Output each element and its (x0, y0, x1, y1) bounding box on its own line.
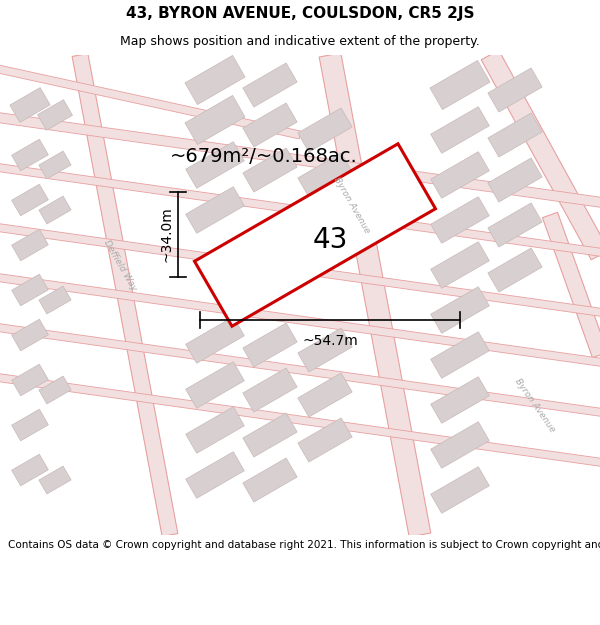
Polygon shape (39, 151, 71, 179)
Polygon shape (185, 187, 244, 233)
Polygon shape (488, 203, 542, 247)
Polygon shape (11, 409, 49, 441)
Polygon shape (298, 328, 352, 372)
Polygon shape (542, 213, 600, 358)
Polygon shape (185, 452, 244, 498)
Polygon shape (11, 229, 49, 261)
Text: Byron Avenue: Byron Avenue (332, 175, 372, 235)
Polygon shape (39, 376, 71, 404)
Polygon shape (0, 271, 600, 369)
Polygon shape (298, 373, 352, 417)
Polygon shape (39, 286, 71, 314)
Polygon shape (431, 197, 490, 243)
Polygon shape (39, 196, 71, 224)
Text: 43: 43 (313, 226, 347, 254)
Polygon shape (185, 142, 244, 188)
Text: Deffield Way: Deffield Way (102, 238, 138, 292)
Text: Byron Avenue: Byron Avenue (513, 376, 557, 434)
Polygon shape (431, 152, 490, 198)
Polygon shape (319, 53, 431, 537)
Polygon shape (11, 274, 49, 306)
Text: ~34.0m: ~34.0m (159, 207, 173, 262)
Polygon shape (488, 248, 542, 292)
Polygon shape (243, 63, 297, 107)
Text: Map shows position and indicative extent of the property.: Map shows position and indicative extent… (120, 35, 480, 48)
Polygon shape (185, 317, 244, 363)
Polygon shape (185, 56, 245, 104)
Polygon shape (11, 139, 49, 171)
Polygon shape (0, 161, 600, 259)
Polygon shape (185, 96, 245, 144)
Polygon shape (0, 110, 600, 210)
Polygon shape (11, 319, 49, 351)
Polygon shape (0, 221, 600, 319)
Polygon shape (431, 377, 490, 423)
Polygon shape (185, 362, 244, 408)
Text: 43, BYRON AVENUE, COULSDON, CR5 2JS: 43, BYRON AVENUE, COULSDON, CR5 2JS (126, 6, 474, 21)
Polygon shape (431, 467, 490, 513)
Polygon shape (243, 103, 297, 147)
Polygon shape (11, 454, 49, 486)
Polygon shape (0, 371, 600, 469)
Polygon shape (243, 413, 297, 457)
Polygon shape (243, 148, 297, 192)
Polygon shape (481, 50, 600, 260)
Polygon shape (39, 466, 71, 494)
Polygon shape (488, 158, 542, 202)
Polygon shape (72, 54, 178, 536)
Polygon shape (430, 61, 490, 109)
Polygon shape (11, 184, 49, 216)
Polygon shape (431, 242, 490, 288)
Polygon shape (488, 113, 542, 157)
Polygon shape (243, 458, 297, 502)
Polygon shape (0, 61, 301, 139)
Polygon shape (298, 418, 352, 462)
Polygon shape (298, 108, 352, 152)
Text: ~54.7m: ~54.7m (302, 334, 358, 348)
Polygon shape (10, 88, 50, 122)
Text: ~679m²/~0.168ac.: ~679m²/~0.168ac. (170, 148, 358, 166)
Polygon shape (431, 422, 490, 468)
Polygon shape (0, 321, 600, 419)
Polygon shape (194, 144, 436, 326)
Polygon shape (298, 153, 352, 197)
Polygon shape (431, 332, 490, 378)
Polygon shape (431, 107, 490, 153)
Polygon shape (488, 68, 542, 112)
Polygon shape (11, 364, 49, 396)
Polygon shape (431, 287, 490, 333)
Polygon shape (243, 368, 297, 412)
Polygon shape (38, 100, 73, 130)
Text: Contains OS data © Crown copyright and database right 2021. This information is : Contains OS data © Crown copyright and d… (8, 539, 600, 549)
Polygon shape (185, 407, 244, 453)
Polygon shape (243, 323, 297, 367)
